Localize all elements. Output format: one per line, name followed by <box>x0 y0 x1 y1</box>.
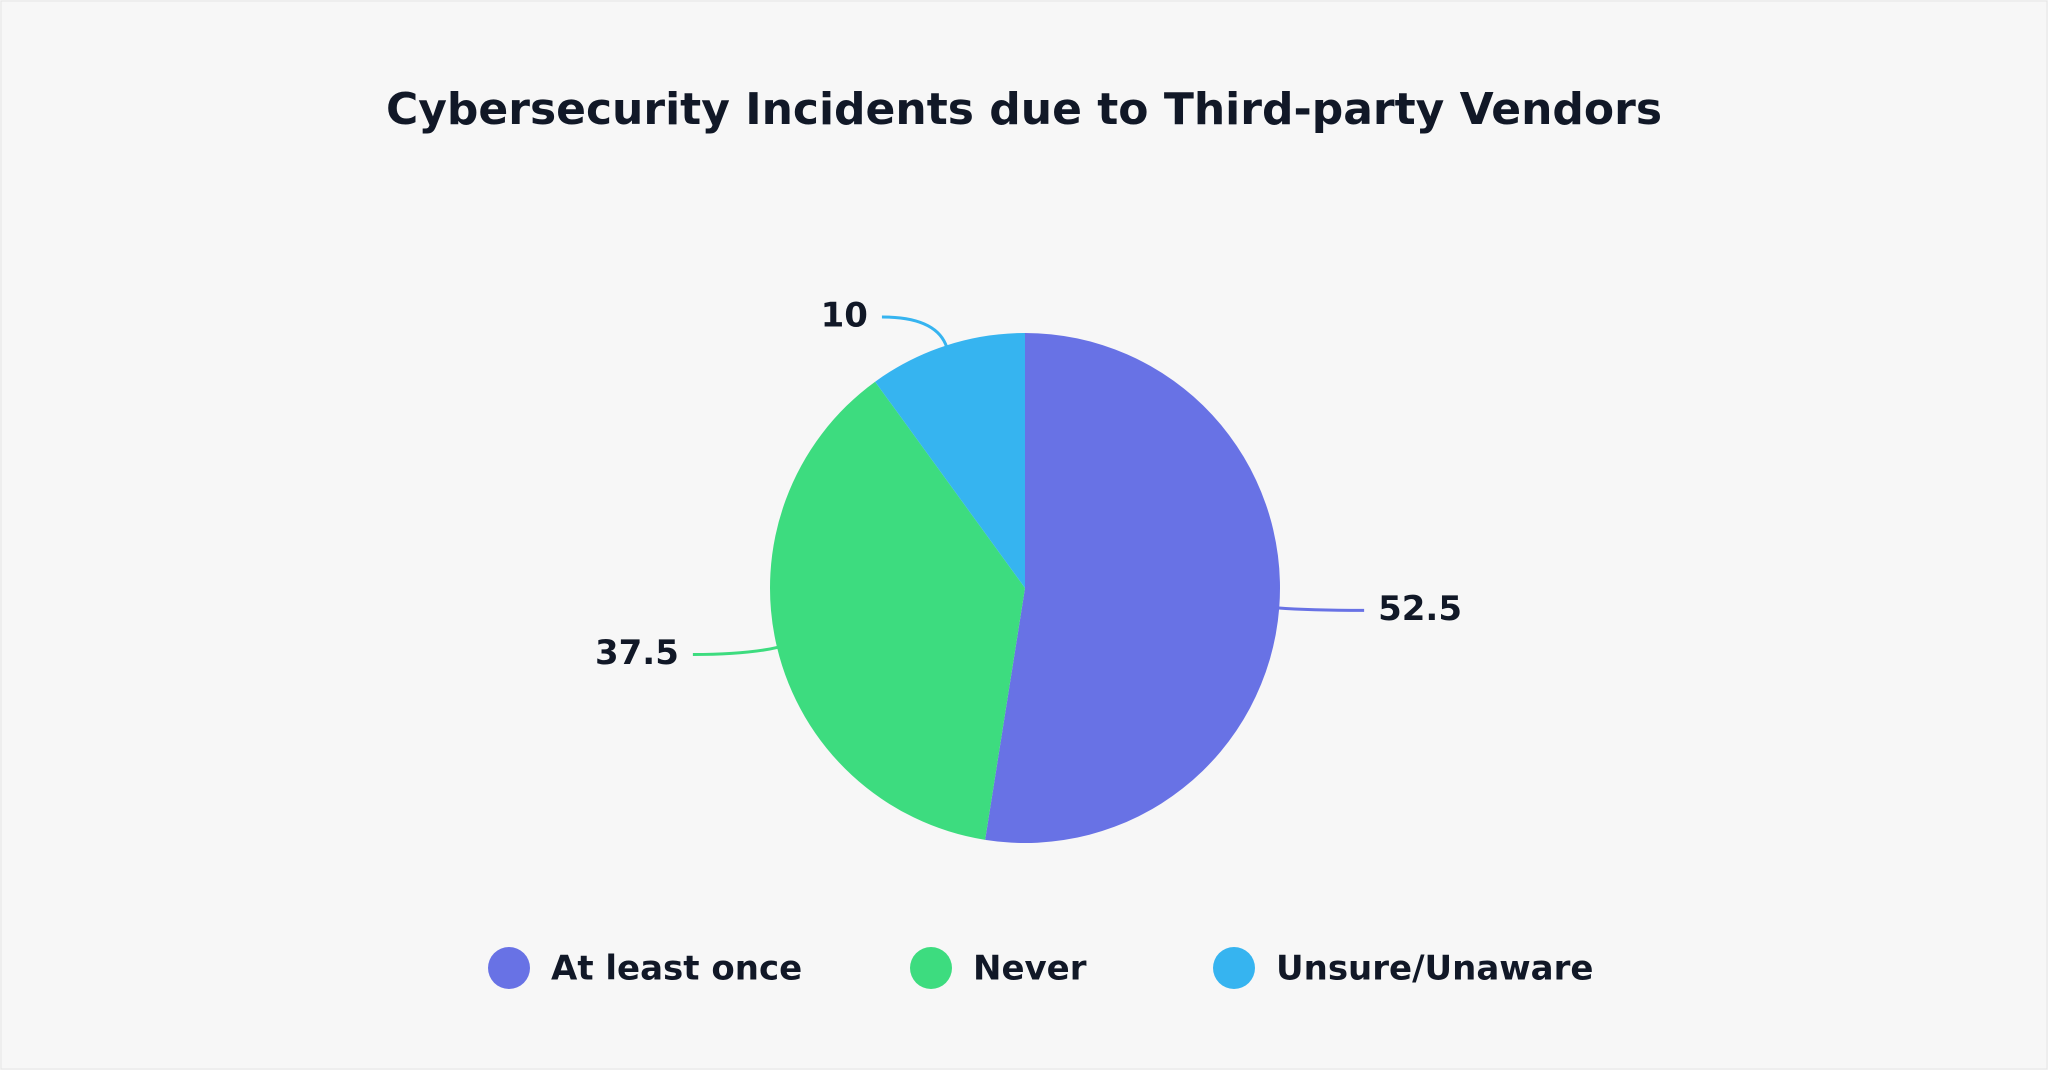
data-label: 52.5 <box>1378 589 1462 629</box>
legend-marker <box>910 947 952 989</box>
legend-label: At least once <box>551 949 802 989</box>
legend-label: Never <box>973 949 1087 989</box>
legend-marker <box>1213 947 1255 989</box>
data-label: 10 <box>821 295 868 335</box>
pie-slice <box>875 333 1025 588</box>
pie-slice <box>985 333 1280 843</box>
pie-slice <box>769 381 1025 840</box>
leader-line <box>1277 606 1365 612</box>
leader-line <box>692 645 780 657</box>
legend-marker <box>488 947 530 989</box>
legend-label: Unsure/Unaware <box>1276 949 1593 989</box>
leader-line <box>881 315 949 348</box>
data-label: 37.5 <box>595 633 679 673</box>
chart-title: Cybersecurity Incidents due to Third-par… <box>386 84 1662 135</box>
